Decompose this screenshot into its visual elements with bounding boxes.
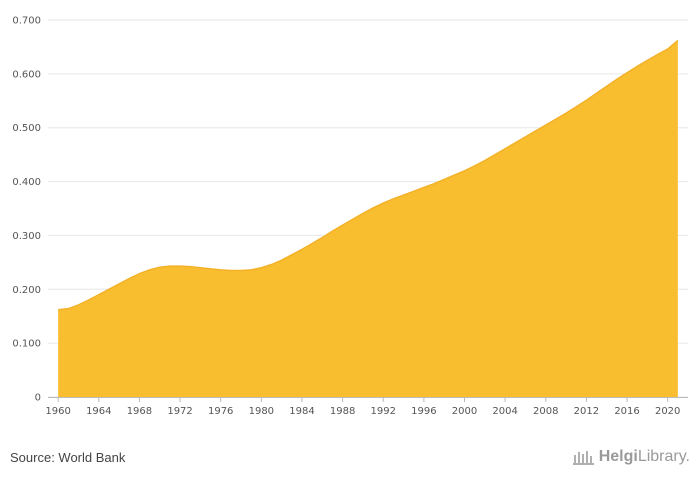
logo-text-bold: Helgi — [598, 448, 638, 465]
y-tick-label: 0.600 — [12, 69, 41, 80]
y-tick-label: 0.500 — [12, 123, 41, 134]
building-icon — [572, 451, 594, 465]
y-tick-label: 0.200 — [12, 285, 41, 296]
series-line — [58, 39, 679, 311]
axes — [48, 397, 688, 402]
y-tick-label: 0 — [35, 393, 41, 404]
x-tick-label: 2012 — [574, 406, 599, 417]
helgi-library-logo[interactable]: HelgiLibrary. — [572, 448, 690, 466]
x-tick-label: 1968 — [127, 406, 152, 417]
logo-text-rest: Library. — [637, 448, 690, 465]
source-note: Source: World Bank — [10, 450, 126, 465]
x-tick-label: 1972 — [167, 406, 192, 417]
y-axis-labels: 0 0.100 0.200 0.300 0.400 0.500 0.600 0.700 — [12, 16, 41, 404]
x-tick-label: 2016 — [614, 406, 639, 417]
area-fill — [58, 40, 678, 397]
x-tick-label: 1984 — [289, 406, 314, 417]
y-tick-label: 0.400 — [12, 177, 41, 188]
y-tick-label: 0.100 — [12, 339, 41, 350]
x-tick-label: 1996 — [411, 406, 436, 417]
x-tick-label: 2000 — [452, 406, 477, 417]
x-tick-label: 1976 — [208, 406, 233, 417]
x-tick-label: 1964 — [86, 406, 111, 417]
y-tick-label: 0.700 — [12, 16, 41, 27]
x-tick-label: 2004 — [492, 406, 517, 417]
area-series — [58, 39, 679, 397]
x-tick-label: 1960 — [45, 406, 70, 417]
x-tick-label: 1992 — [371, 406, 396, 417]
x-tick-label: 2020 — [655, 406, 680, 417]
x-tick-label: 1988 — [330, 406, 355, 417]
x-axis-labels: 1960 1964 1968 1972 1976 1980 1984 1988 1992 1996… — [45, 406, 680, 417]
area-chart: 0 0.100 0.200 0.300 0.400 0.500 0.600 0.700 196… — [12, 16, 688, 417]
x-tick-label: 2008 — [533, 406, 558, 417]
y-tick-label: 0.300 — [12, 231, 41, 242]
x-tick-label: 1980 — [249, 406, 274, 417]
